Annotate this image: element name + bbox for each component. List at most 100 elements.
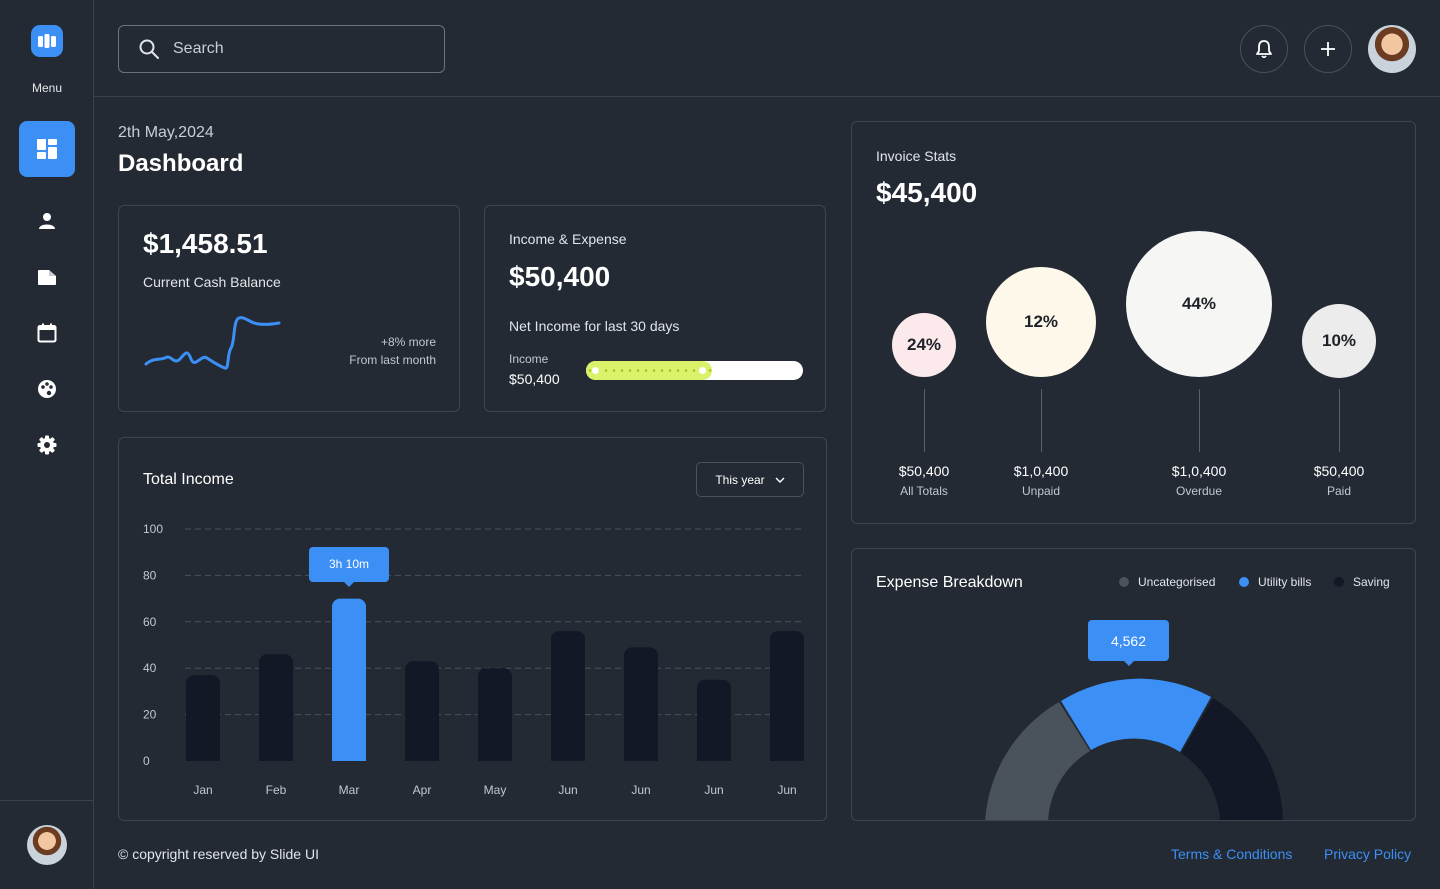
sidebar-item-folders[interactable] xyxy=(19,249,75,305)
notifications-button[interactable] xyxy=(1240,25,1288,73)
income-expense-subtitle: Net Income for last 30 days xyxy=(509,318,680,334)
bar-may-4[interactable] xyxy=(478,668,512,761)
bar-jun-7[interactable] xyxy=(697,679,731,761)
y-tick-label: 80 xyxy=(143,568,157,582)
logo-icon xyxy=(38,34,56,48)
cash-change-period: From last month xyxy=(349,353,436,367)
invoice-stats-card: Invoice Stats $45,400 24% $50,400 All To… xyxy=(851,121,1416,524)
bar-base xyxy=(478,753,512,761)
stat-bubble-unpaid: 12% xyxy=(986,267,1096,377)
stat-stem xyxy=(1339,389,1340,452)
cash-balance-label: Current Cash Balance xyxy=(143,274,281,290)
sidebar-item-calendar[interactable] xyxy=(19,305,75,361)
stat-percent: 12% xyxy=(1023,312,1059,331)
invoice-stats-title: Invoice Stats xyxy=(876,148,957,164)
bar-base xyxy=(259,753,293,761)
bar-base xyxy=(551,753,585,761)
bar-base xyxy=(186,753,220,761)
stat-bubble-paid: 10% xyxy=(1302,304,1376,378)
bar-base xyxy=(332,753,366,761)
x-tick-label: Jun xyxy=(777,783,796,797)
x-tick-label: Mar xyxy=(339,783,360,797)
terms-link[interactable]: Terms & Conditions xyxy=(1171,846,1293,862)
stat-label: Overdue xyxy=(1175,484,1223,498)
x-tick-label: May xyxy=(484,783,507,797)
page-title: Dashboard xyxy=(118,150,244,177)
sidebar-avatar[interactable] xyxy=(27,825,67,865)
bell-icon xyxy=(1256,40,1272,59)
expense-donut-chart xyxy=(985,678,1283,820)
stat-label: Unpaid xyxy=(1021,484,1061,498)
income-value: $50,400 xyxy=(509,371,560,387)
bar-mar-2[interactable] xyxy=(332,598,366,761)
bar-jun-8[interactable] xyxy=(770,631,804,761)
year-dropdown[interactable]: This year xyxy=(696,462,804,497)
bar-jun-5[interactable] xyxy=(551,631,585,761)
sidebar-item-users[interactable] xyxy=(19,193,75,249)
stat-label: Paid xyxy=(1326,484,1352,498)
legend-item-saving: Saving xyxy=(1334,575,1390,589)
sidebar-item-dashboard[interactable] xyxy=(19,121,75,177)
calendar-icon xyxy=(37,323,57,343)
stat-stem xyxy=(1041,389,1042,452)
cash-change: +8% more xyxy=(380,335,436,349)
x-tick-label: Jun xyxy=(631,783,650,797)
app-logo[interactable] xyxy=(31,25,63,57)
user-icon xyxy=(39,213,55,229)
stat-value: $50,400 xyxy=(1313,463,1365,479)
expense-breakdown-card: Expense Breakdown Uncategorised Utility … xyxy=(851,548,1416,821)
bar-apr-3[interactable] xyxy=(405,661,439,761)
bar-jun-6[interactable] xyxy=(624,647,658,761)
stat-label: All Totals xyxy=(900,484,948,498)
donut-segment-saving xyxy=(1181,698,1283,820)
income-bar-chart: 100 80 60 40 20 0 Jan Feb Mar Apr May Jun Jun Jun Jun xyxy=(143,522,805,797)
income-expense-card: Income & Expense $50,400 Net Income for … xyxy=(484,205,826,412)
search-input[interactable] xyxy=(173,40,413,58)
year-dropdown-label: This year xyxy=(715,472,765,487)
legend-dot xyxy=(1119,577,1129,587)
palette-icon xyxy=(38,380,56,398)
stat-percent: 10% xyxy=(1321,331,1357,350)
bar-feb-1[interactable] xyxy=(259,654,293,761)
menu-label: Menu xyxy=(31,81,63,95)
dashboard-icon xyxy=(37,139,57,159)
folder-icon xyxy=(38,269,56,285)
add-button[interactable] xyxy=(1304,25,1352,73)
sidebar-divider xyxy=(0,800,93,801)
sidebar-item-settings[interactable] xyxy=(19,417,75,473)
legend-dot xyxy=(1239,577,1249,587)
total-income-title: Total Income xyxy=(143,471,234,488)
x-tick-label: Feb xyxy=(266,783,287,797)
plus-icon xyxy=(1321,42,1335,56)
sidebar-item-palette[interactable] xyxy=(19,361,75,417)
stat-percent: 44% xyxy=(1181,294,1217,313)
copyright-text: © copyright reserved by Slide UI xyxy=(118,846,319,862)
header-divider xyxy=(94,96,1440,97)
invoice-stats-amount: $45,400 xyxy=(876,177,978,208)
search-box[interactable] xyxy=(118,25,445,73)
user-avatar[interactable] xyxy=(1368,25,1416,73)
bar-base xyxy=(770,753,804,761)
privacy-link[interactable]: Privacy Policy xyxy=(1324,846,1412,862)
stat-value: $1,0,400 xyxy=(1171,463,1227,479)
y-tick-label: 20 xyxy=(143,708,157,722)
bar-base xyxy=(697,753,731,761)
income-progress-bar xyxy=(586,361,803,380)
stat-bubble-all-totals: 24% xyxy=(892,313,956,377)
stat-stem xyxy=(924,389,925,452)
stat-value: $1,0,400 xyxy=(1013,463,1069,479)
legend-item-uncategorised: Uncategorised xyxy=(1119,575,1215,589)
stat-stem xyxy=(1199,389,1200,452)
x-tick-label: Apr xyxy=(413,783,432,797)
gear-icon xyxy=(37,435,57,455)
progress-start-dot xyxy=(592,367,599,374)
y-tick-label: 100 xyxy=(143,522,163,536)
page-date: 2th May,2024 xyxy=(118,124,214,141)
income-expense-title: Income & Expense xyxy=(509,231,627,247)
income-progress-fill xyxy=(586,361,712,380)
bar-jan-0[interactable] xyxy=(186,675,220,761)
legend-label: Saving xyxy=(1353,575,1390,589)
y-tick-label: 0 xyxy=(143,754,150,768)
cash-balance-amount: $1,458.51 xyxy=(143,228,268,259)
x-tick-label: Jun xyxy=(704,783,723,797)
